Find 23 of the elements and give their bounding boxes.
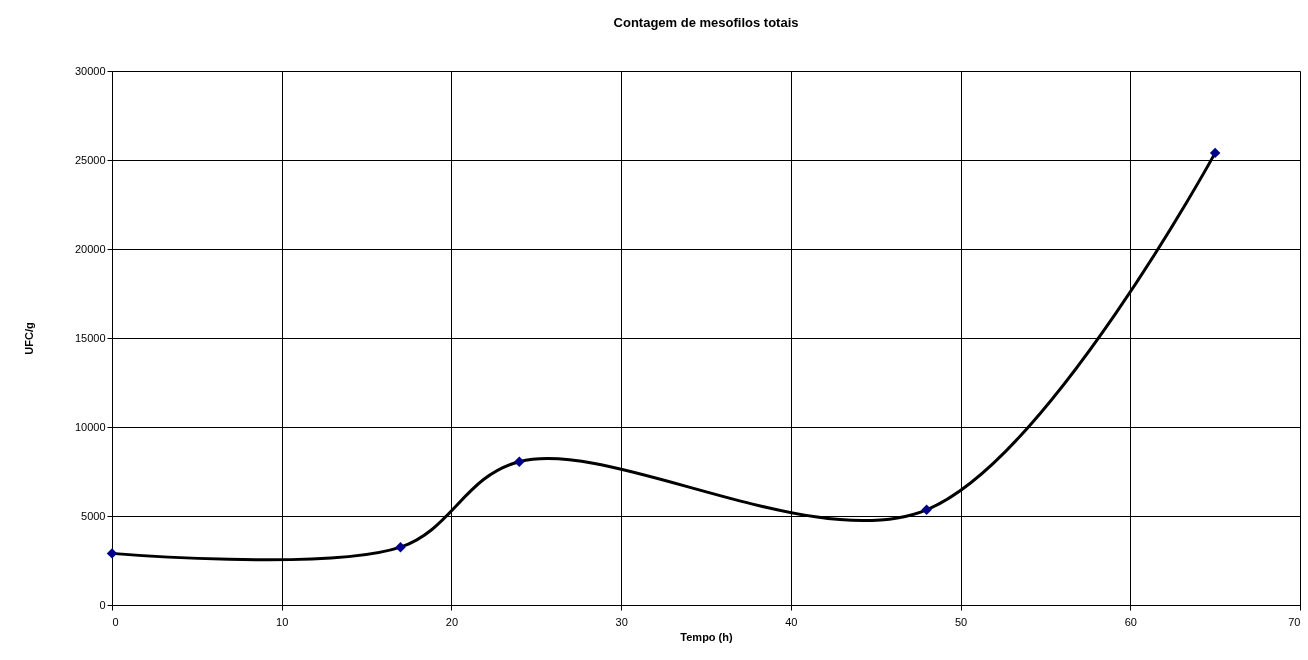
y-tick-label: 15000 xyxy=(74,331,106,344)
y-tick-label: 30000 xyxy=(74,64,106,77)
point xyxy=(921,504,932,516)
point xyxy=(1209,147,1221,159)
x-tick-label: 60 xyxy=(1124,615,1137,628)
y-tick-label: 25000 xyxy=(74,153,106,166)
x-axis-title: Tempo (h) xyxy=(680,630,734,643)
chart-title: Contagem de mesofilos totais xyxy=(613,15,799,30)
x-tick-label: 50 xyxy=(954,615,968,628)
point xyxy=(395,541,406,553)
x-tick-label: 30 xyxy=(615,615,628,628)
y-tick-label: 10000 xyxy=(74,420,106,433)
y-tick-label: 20000 xyxy=(74,242,106,255)
point xyxy=(106,548,118,559)
y-tick-label: 5000 xyxy=(81,509,106,522)
y-axis-title: UFC/g xyxy=(22,322,35,355)
x-tick-label: 40 xyxy=(785,615,798,628)
x-tick-label: 20 xyxy=(445,615,459,628)
x-tick-label: 70 xyxy=(1288,615,1301,628)
x-tick-label: 10 xyxy=(276,615,289,628)
y-tick-label: 0 xyxy=(99,598,106,611)
x-tick-label: 0 xyxy=(112,615,119,628)
point xyxy=(514,456,525,467)
